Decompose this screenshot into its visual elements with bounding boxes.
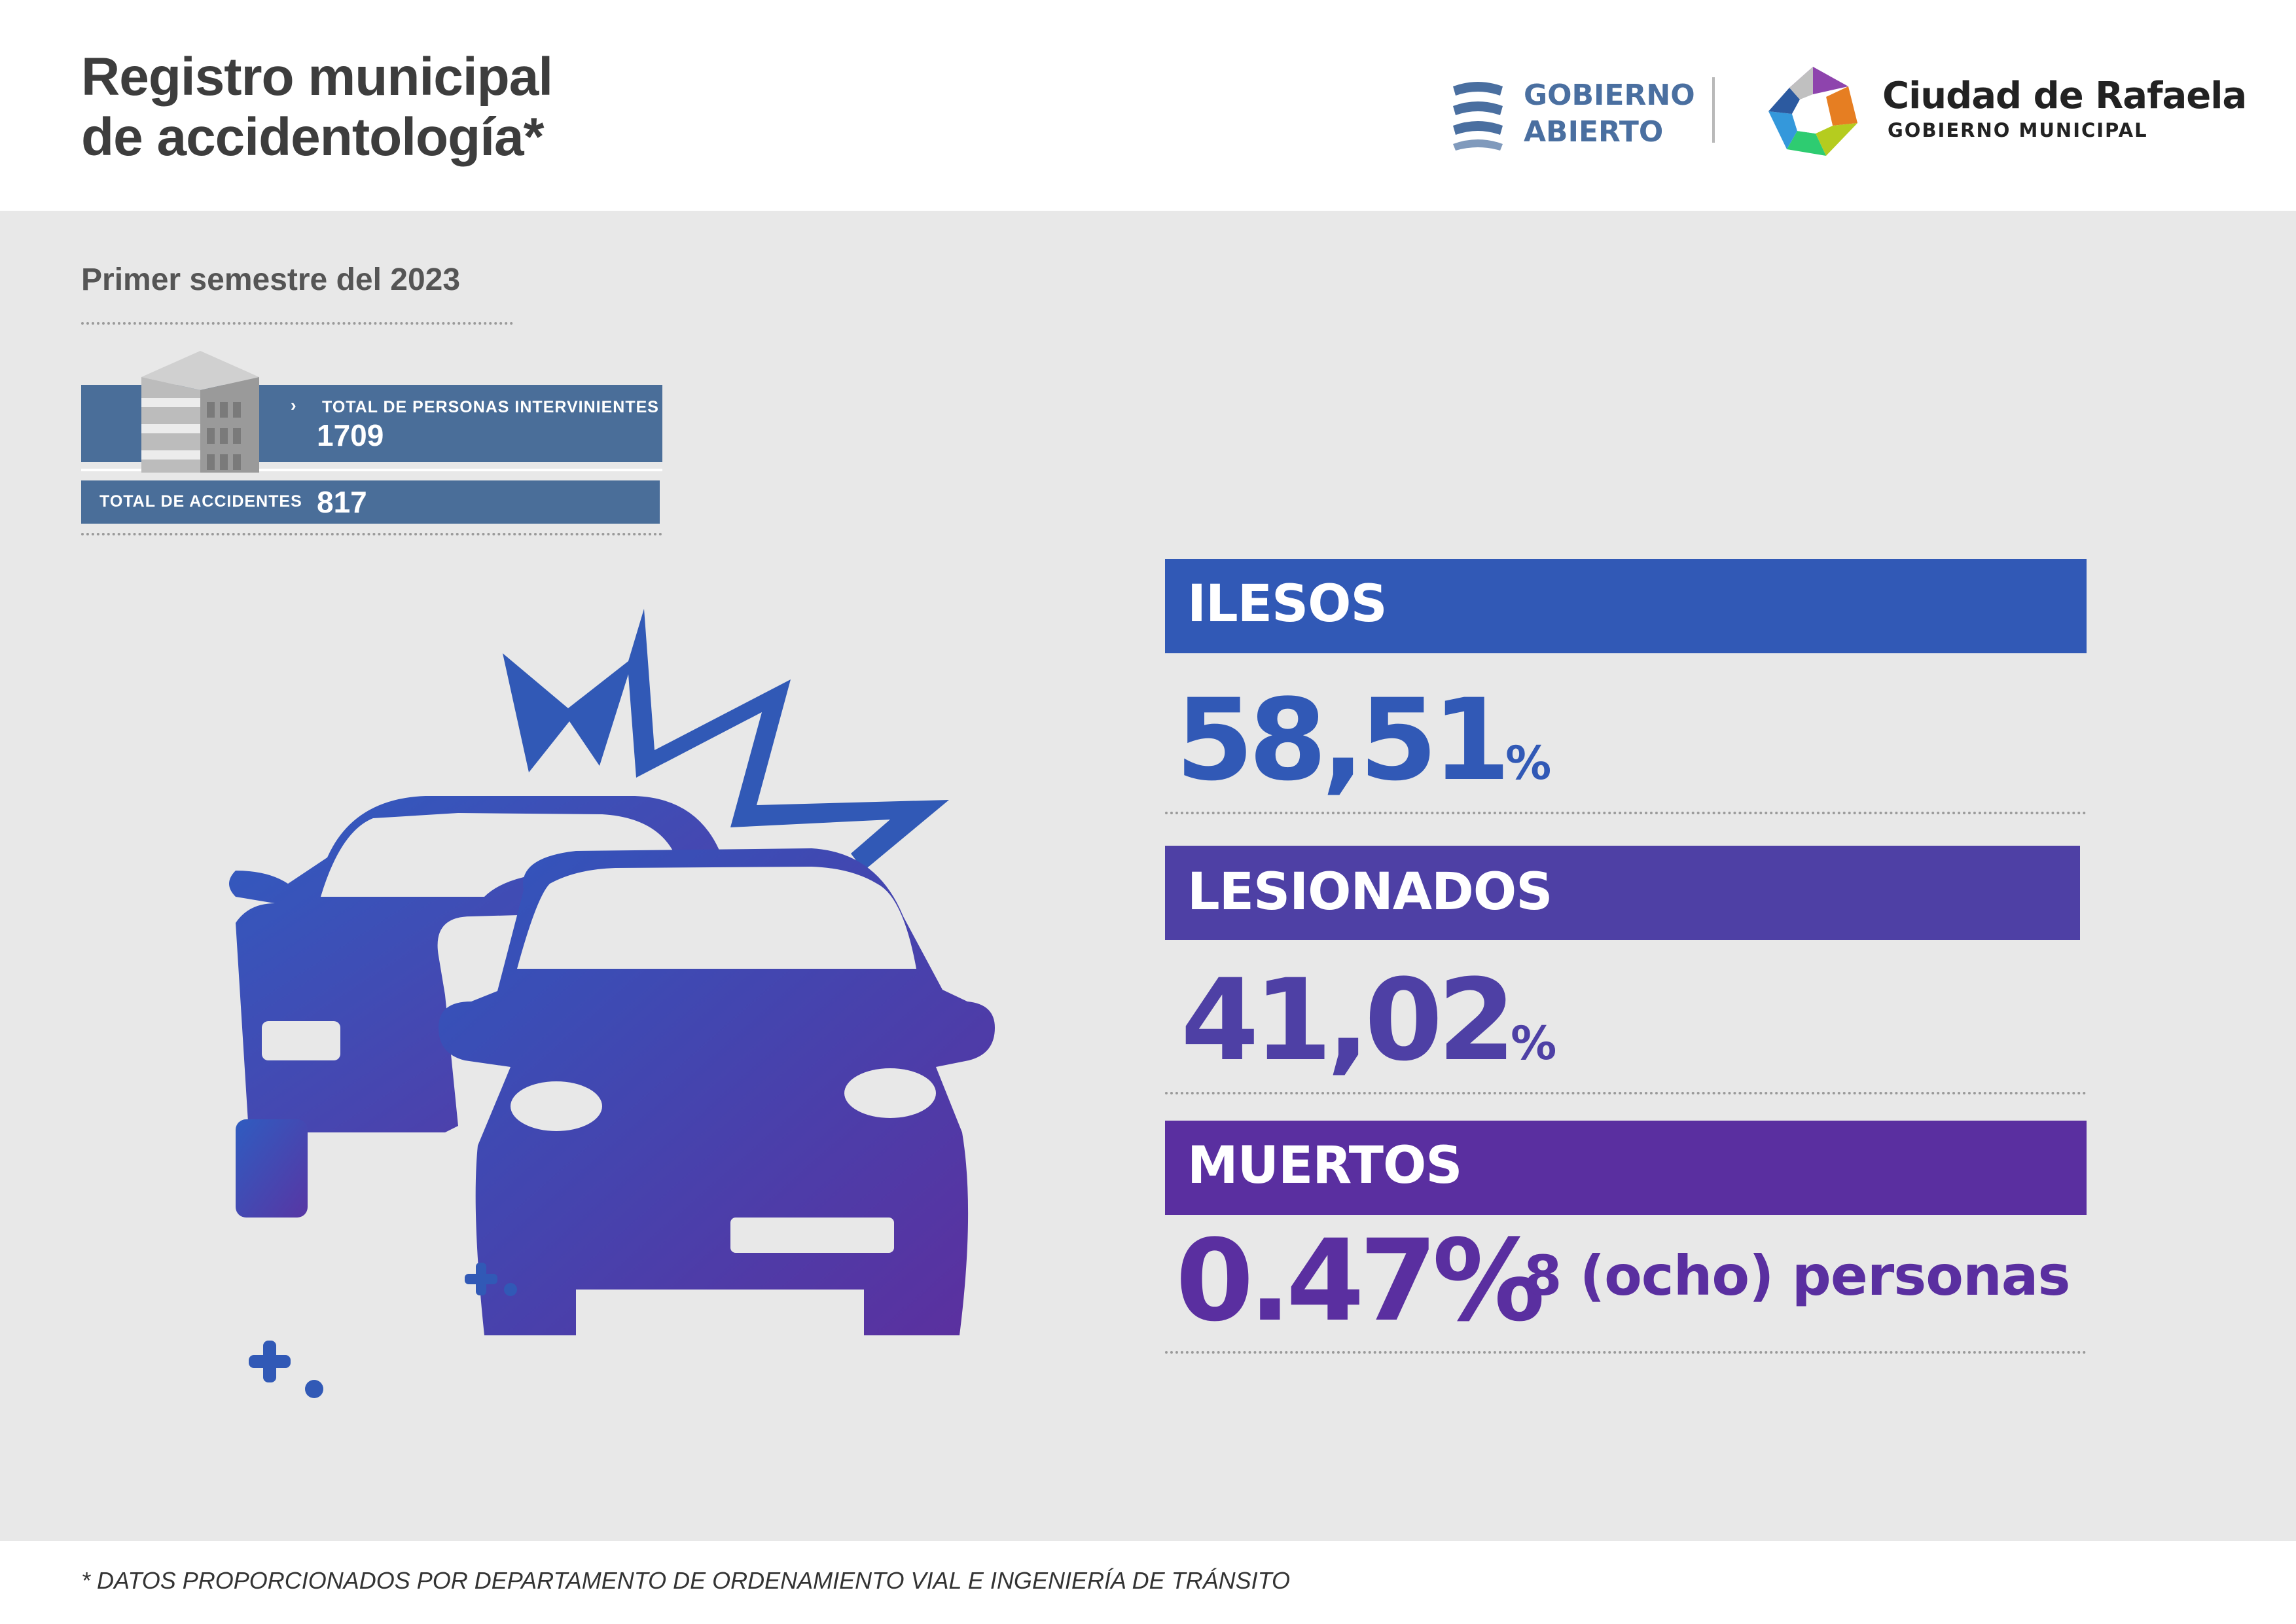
ciudad-name: Ciudad de Rafaela bbox=[1882, 75, 2247, 117]
ga-line2: ABIERTO bbox=[1524, 115, 1664, 149]
ilesos-sign: % bbox=[1505, 736, 1552, 790]
box-divider-bottom bbox=[81, 533, 662, 535]
ilesos-divider bbox=[1165, 812, 2087, 814]
ilesos-bar bbox=[1165, 559, 2087, 653]
muertos-bar bbox=[1165, 1121, 2087, 1215]
lesionados-bar bbox=[1165, 846, 2080, 940]
ga-line1: GOBIERNO bbox=[1524, 79, 1695, 112]
lesionados-value: 41,02 bbox=[1181, 954, 1516, 1086]
ilesos-label: ILESOS bbox=[1187, 575, 1388, 634]
car-crash-icon bbox=[229, 609, 995, 1398]
building-icon bbox=[141, 351, 259, 473]
gobierno-abierto-logo bbox=[1453, 82, 1503, 151]
page-title-line1: Registro municipal bbox=[81, 47, 553, 107]
muertos-divider bbox=[1165, 1351, 2087, 1354]
ciudad-rafaela-logo bbox=[1768, 67, 1857, 156]
page-title-line2: de accidentología* bbox=[81, 107, 545, 167]
ilesos-value: 58,51 bbox=[1175, 674, 1511, 806]
gobierno-abierto-text: GOBIERNO ABIERTO bbox=[1524, 77, 1695, 151]
muertos-note: 8 (ocho) personas bbox=[1524, 1244, 2070, 1308]
accidentes-value: 817 bbox=[317, 485, 367, 519]
box-divider-mid bbox=[81, 469, 662, 471]
header: Registro municipal de accidentología* GO… bbox=[0, 0, 2296, 211]
accidentes-bar bbox=[81, 480, 660, 524]
footnote: * DATOS PROPORCIONADOS POR DEPARTAMENTO … bbox=[81, 1567, 1291, 1594]
chevron-right-icon: › bbox=[291, 395, 296, 415]
muertos-percentage: 0.47% bbox=[1175, 1215, 1545, 1346]
logo-divider bbox=[1712, 77, 1715, 143]
subtitle-divider bbox=[81, 322, 513, 325]
lesionados-sign: % bbox=[1511, 1017, 1557, 1070]
period-subtitle: Primer semestre del 2023 bbox=[81, 262, 461, 297]
ciudad-sub: GOBIERNO MUNICIPAL bbox=[1888, 119, 2148, 141]
lesionados-divider bbox=[1165, 1092, 2087, 1094]
personas-label: TOTAL DE PERSONAS INTERVINIENTES bbox=[322, 398, 659, 416]
lesionados-percentage: 41,02% bbox=[1181, 954, 1556, 1086]
muertos-label: MUERTOS bbox=[1187, 1136, 1462, 1195]
accidentes-label: TOTAL DE ACCIDENTES bbox=[99, 492, 302, 511]
ilesos-percentage: 58,51% bbox=[1175, 674, 1551, 806]
personas-value: 1709 bbox=[317, 418, 384, 452]
lesionados-label: LESIONADOS bbox=[1187, 863, 1552, 922]
page-title: Registro municipal de accidentología* bbox=[81, 47, 553, 168]
